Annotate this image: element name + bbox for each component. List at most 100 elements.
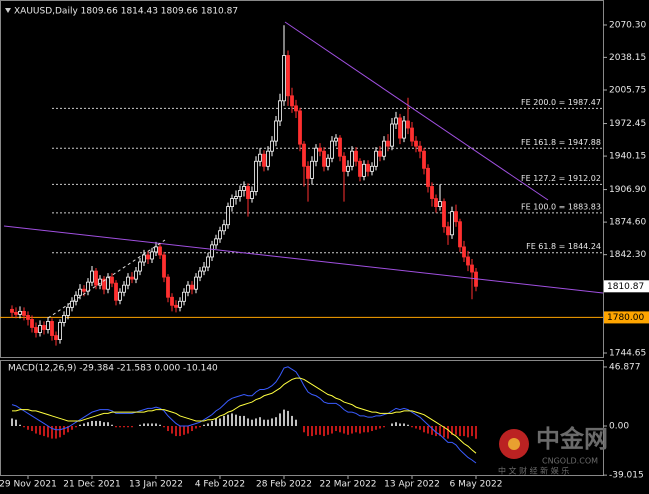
current-price-tag bbox=[604, 280, 649, 293]
histogram-bar bbox=[59, 425, 61, 438]
watermark-slogan: 中 文 财 经 新 娱 乐 bbox=[498, 466, 569, 476]
y-tick-label: 1874.60 bbox=[609, 218, 646, 228]
histogram-bar bbox=[103, 422, 105, 426]
histogram-bar bbox=[43, 425, 45, 437]
candle-body bbox=[422, 150, 426, 169]
histogram-bar bbox=[331, 425, 333, 434]
candle-body bbox=[198, 270, 202, 278]
histogram-bar bbox=[471, 425, 473, 437]
histogram-bar bbox=[375, 425, 377, 430]
candle-body bbox=[74, 294, 78, 302]
menu-arrow[interactable] bbox=[5, 8, 11, 13]
candle-body bbox=[66, 306, 70, 316]
histogram-bar bbox=[131, 425, 133, 428]
histogram-bar bbox=[379, 425, 381, 429]
candle-body bbox=[54, 335, 58, 340]
histogram-bar bbox=[219, 418, 221, 426]
candle-body bbox=[334, 137, 338, 142]
histogram-bar bbox=[183, 425, 185, 435]
candle-body bbox=[310, 160, 314, 179]
x-tick-label: 21 Dec 2021 bbox=[63, 480, 121, 490]
histogram-bar bbox=[395, 422, 397, 426]
candle-body bbox=[78, 288, 82, 296]
candle-body bbox=[158, 246, 162, 256]
histogram-bar bbox=[127, 425, 129, 428]
candle-body bbox=[50, 321, 54, 336]
histogram-bar bbox=[99, 420, 101, 426]
histogram-bar bbox=[371, 425, 373, 432]
histogram-bar bbox=[51, 425, 53, 439]
histogram-bar bbox=[383, 425, 385, 428]
x-tick-label: 28 Feb 2022 bbox=[256, 480, 312, 490]
histogram-bar bbox=[151, 423, 153, 426]
histogram-bar bbox=[187, 425, 189, 434]
histogram-bar bbox=[123, 425, 125, 428]
candle-body bbox=[138, 261, 142, 272]
histogram-bar bbox=[411, 425, 413, 428]
candle-body bbox=[222, 224, 226, 232]
histogram-bar bbox=[179, 425, 181, 437]
histogram-bar bbox=[79, 424, 81, 426]
histogram-bar bbox=[83, 423, 85, 426]
candle-body bbox=[130, 276, 134, 280]
histogram-bar bbox=[155, 423, 157, 426]
candle-body bbox=[470, 264, 474, 273]
histogram-bar bbox=[415, 425, 417, 429]
candle-body bbox=[410, 127, 414, 142]
candle-body bbox=[102, 278, 106, 290]
histogram-bar bbox=[271, 418, 273, 426]
candle-body bbox=[98, 278, 102, 286]
histogram-bar bbox=[191, 425, 193, 432]
histogram-bar bbox=[211, 420, 213, 426]
candle-body bbox=[382, 140, 386, 157]
candle-body bbox=[314, 147, 318, 162]
candle-body bbox=[30, 319, 34, 328]
trend-line bbox=[284, 21, 549, 201]
candle-body bbox=[434, 198, 438, 208]
histogram-bar bbox=[303, 425, 305, 433]
candle-body bbox=[274, 120, 278, 142]
candle-body bbox=[114, 282, 118, 301]
histogram-bar bbox=[203, 424, 205, 426]
histogram-bar bbox=[207, 423, 209, 426]
histogram-bar bbox=[423, 425, 425, 433]
candle-body bbox=[142, 254, 146, 263]
candle-body bbox=[378, 150, 382, 157]
histogram-bar bbox=[231, 413, 233, 426]
candle-body bbox=[454, 211, 458, 223]
histogram-bar bbox=[259, 417, 261, 426]
candle-body bbox=[354, 150, 358, 162]
histogram-bar bbox=[431, 425, 433, 435]
candle-body bbox=[58, 322, 62, 340]
candle-body bbox=[234, 196, 238, 199]
histogram-bar bbox=[335, 425, 337, 432]
candle-body bbox=[146, 254, 150, 260]
candle-body bbox=[162, 254, 166, 278]
watermark-logo: 中金网 bbox=[536, 425, 608, 453]
histogram-bar bbox=[263, 419, 265, 426]
candle-body bbox=[86, 281, 90, 292]
macd-line bbox=[11, 366, 477, 464]
candle-body bbox=[394, 117, 398, 125]
histogram-bar bbox=[279, 413, 281, 426]
candle-body bbox=[118, 291, 122, 301]
candle-body bbox=[26, 314, 30, 320]
candle-body bbox=[366, 163, 370, 172]
histogram-bar bbox=[287, 410, 289, 426]
histogram-bar bbox=[75, 425, 77, 428]
candle-body bbox=[278, 100, 282, 122]
candle-body bbox=[126, 276, 130, 286]
y-tick-label: 1906.90 bbox=[609, 185, 646, 195]
candle-body bbox=[178, 300, 182, 308]
candle-body bbox=[110, 276, 114, 284]
watermark: 中金网 CNGOLD.COM 中 文 财 经 新 娱 乐 bbox=[498, 425, 608, 476]
candle-body bbox=[442, 201, 446, 228]
candle-body bbox=[322, 150, 326, 167]
histogram-bar bbox=[115, 425, 117, 428]
candle-body bbox=[174, 304, 178, 308]
candle-body bbox=[62, 314, 66, 323]
histogram-bar bbox=[467, 425, 469, 438]
candle-body bbox=[194, 276, 198, 290]
histogram-bar bbox=[167, 425, 169, 432]
candle-body bbox=[14, 311, 18, 315]
